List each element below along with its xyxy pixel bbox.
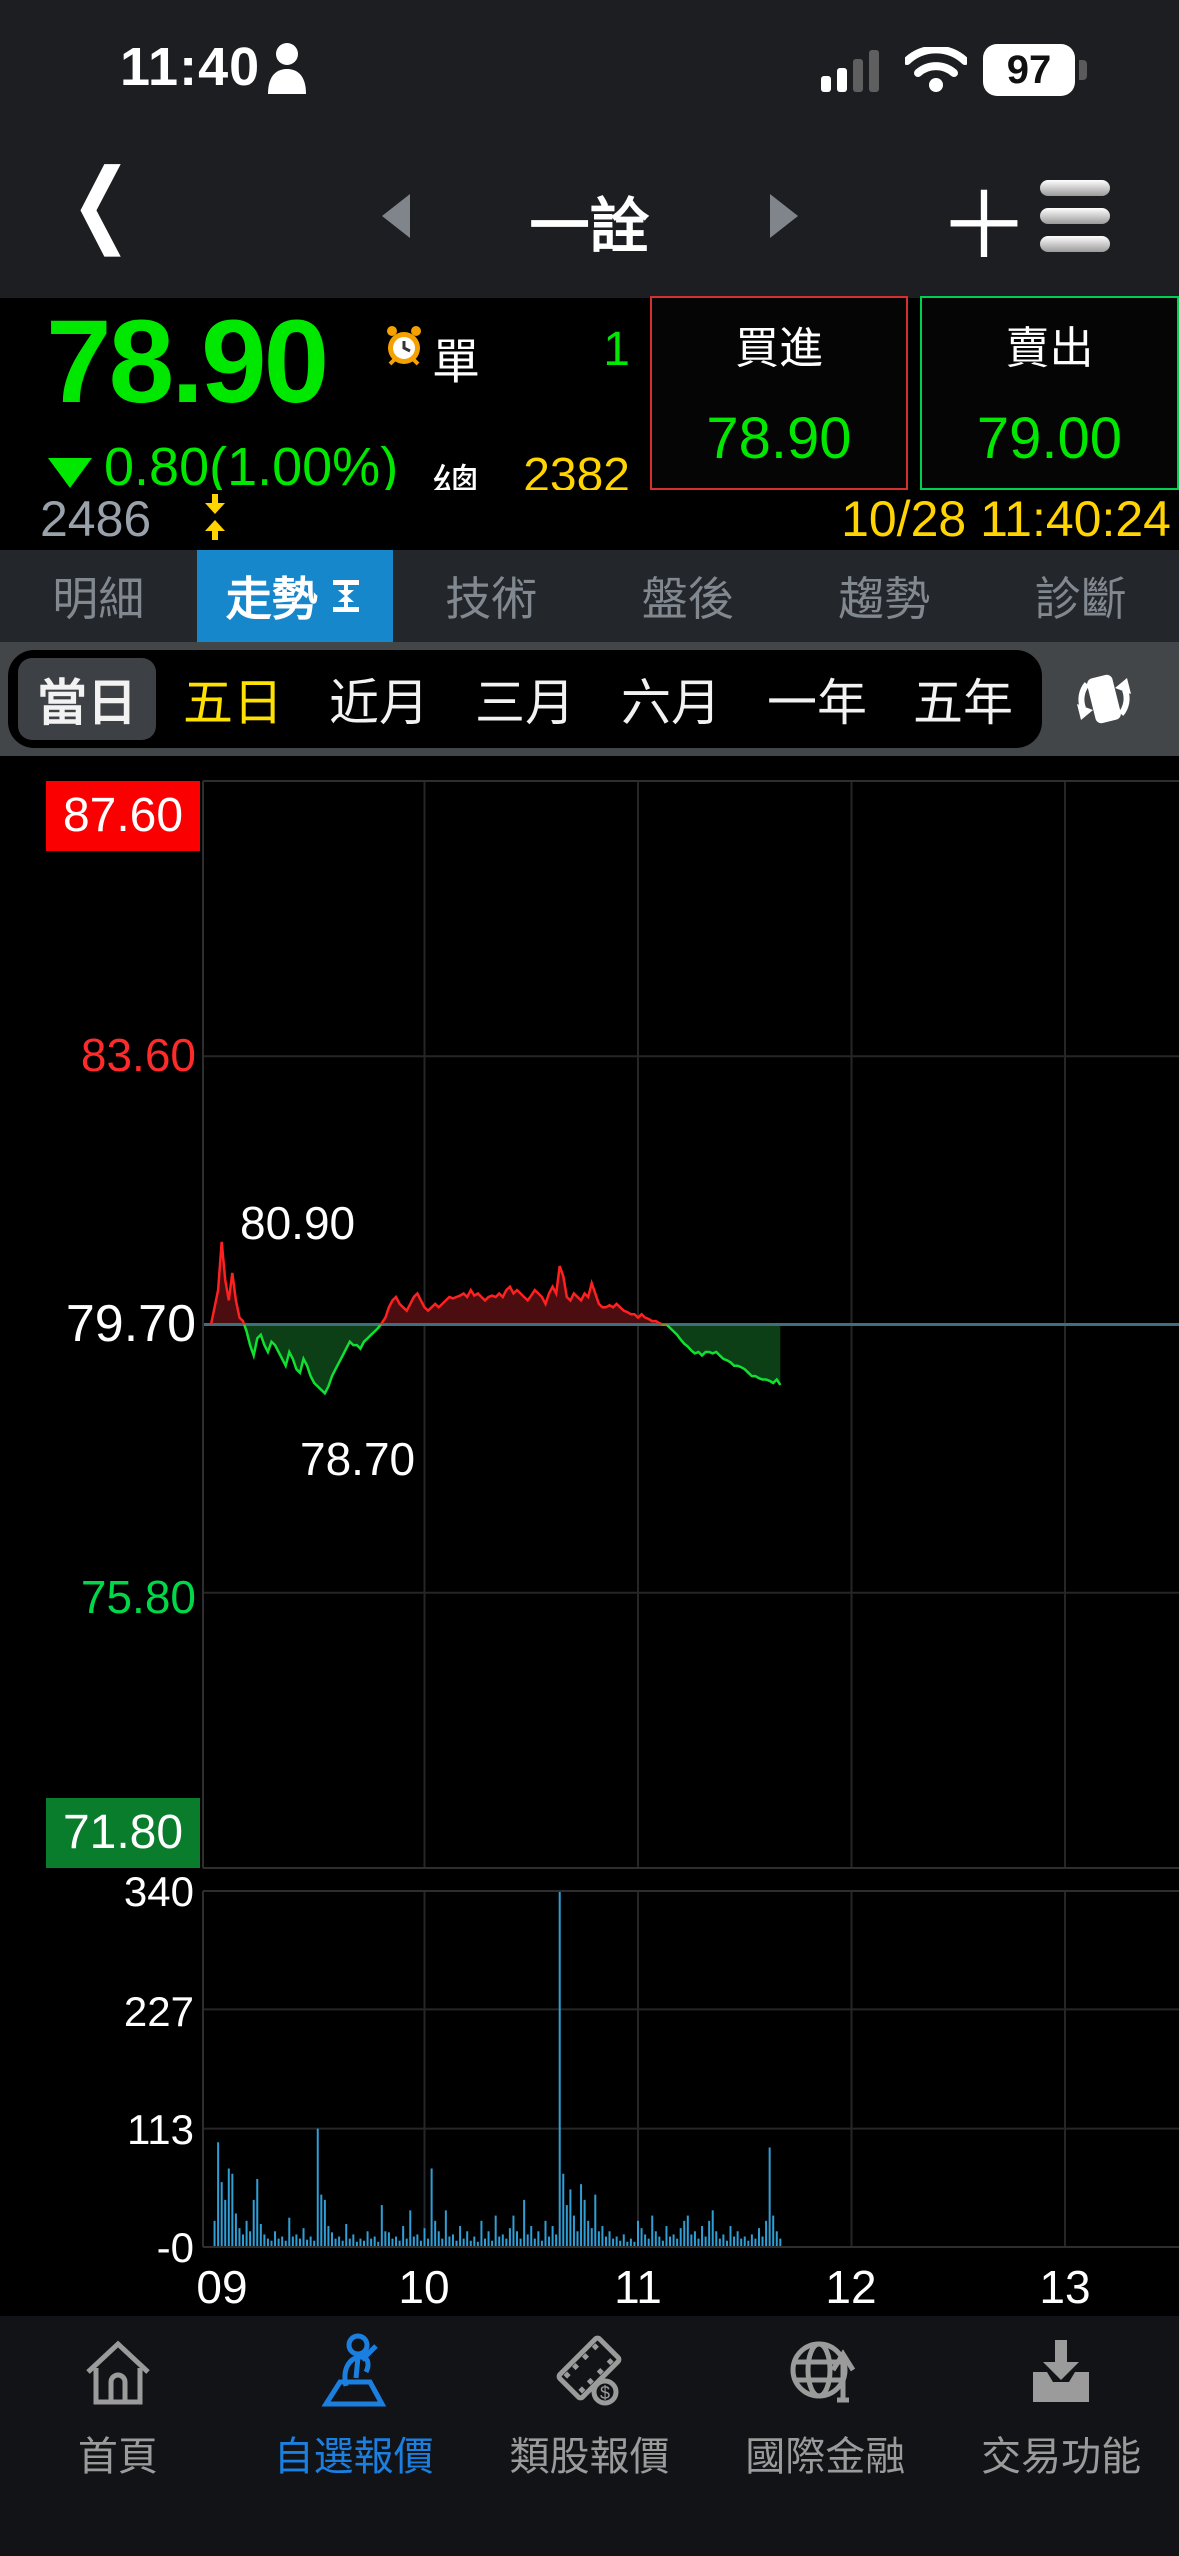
battery-nub — [1079, 60, 1087, 80]
high-annotation: 80.90 — [240, 1197, 356, 1249]
back-button[interactable]: ❮ — [70, 150, 133, 255]
alarm-clock-icon[interactable] — [382, 324, 426, 373]
period-pill: 當日 五日 近月 三月 六月 一年 五年 — [8, 650, 1042, 748]
intraday-chart[interactable]: 87.60 83.60 79.70 75.80 71.80 80.90 78.7… — [0, 756, 1179, 2316]
tab-tendency[interactable]: 趨勢 — [838, 573, 931, 625]
single-lot-value: 1 — [603, 323, 630, 376]
status-right-cluster: 97 — [821, 44, 1087, 96]
buy-button[interactable]: 買進 78.90 — [650, 296, 908, 490]
tab-details[interactable]: 明細 — [52, 573, 145, 625]
quote-timestamp: 10/28 11:40:24 — [841, 491, 1171, 547]
price-change: 0.80(1.00%) — [104, 437, 399, 497]
period-month[interactable]: 近月 — [329, 675, 429, 731]
period-5day[interactable]: 五日 — [183, 675, 283, 731]
period-5year[interactable]: 五年 — [913, 675, 1013, 731]
period-1year[interactable]: 一年 — [767, 675, 867, 731]
last-price: 78.90 — [46, 296, 329, 428]
limit-up-label: 87.60 — [46, 781, 200, 851]
vol-tick-340: 340 — [123, 1868, 194, 1915]
film-money-icon: $ — [557, 2335, 622, 2406]
presenter-icon — [321, 2333, 386, 2407]
nav-watchlist-quotes[interactable]: 自選報價 — [236, 2316, 472, 2556]
period-bar: 當日 五日 近月 三月 六月 一年 五年 — [0, 642, 1179, 756]
xtick-13: 13 — [1039, 2261, 1091, 2313]
tab-afterhours[interactable]: 盤後 — [641, 573, 734, 625]
vol-tick-113: 113 — [127, 2106, 194, 2153]
ytick-upper: 83.60 — [80, 1029, 196, 1081]
rotate-screen-icon[interactable] — [1056, 654, 1152, 744]
vol-tick-0: -0 — [156, 2224, 194, 2271]
code-row: 2486 10/28 11:40:24 — [0, 490, 1179, 550]
limit-down-label: 71.80 — [46, 1798, 200, 1868]
ytick-lower: 75.80 — [80, 1571, 196, 1623]
cell-signal-icon — [821, 50, 879, 92]
tray-download-icon — [1033, 2340, 1090, 2402]
sell-button[interactable]: 賣出 79.00 — [920, 296, 1179, 490]
nav-home[interactable]: 首頁 — [0, 2316, 236, 2556]
prev-stock-icon[interactable] — [382, 194, 410, 238]
single-lot-label: 單 — [432, 336, 481, 389]
down-triangle-icon — [48, 458, 92, 488]
stock-code: 2486 — [40, 491, 152, 547]
add-button[interactable]: ＋ — [938, 176, 1031, 278]
sell-price: 79.00 — [976, 406, 1123, 471]
quote-panel: 78.90 0.80(1.00%) 單 1 總 2382 買進 78.90 賣出… — [0, 296, 1179, 515]
nav-international-finance[interactable]: 國際金融 — [707, 2316, 943, 2556]
xtick-11: 11 — [614, 2261, 662, 2313]
sell-label: 賣出 — [1005, 324, 1094, 373]
svg-text:$: $ — [600, 2383, 610, 2403]
person-icon — [264, 42, 310, 99]
status-bar: 11:40 97 — [0, 0, 1179, 130]
period-6month[interactable]: 六月 — [621, 675, 721, 731]
nav-trade-functions[interactable]: 交易功能 — [943, 2316, 1179, 2556]
collapse-icon — [332, 580, 359, 612]
xtick-10: 10 — [398, 2261, 450, 2313]
wifi-icon — [905, 47, 967, 92]
stock-title: 一詮 — [529, 193, 650, 260]
updown-arrows-icon[interactable] — [202, 494, 228, 545]
menu-icon[interactable] — [1040, 180, 1110, 264]
battery-icon: 97 — [983, 44, 1075, 96]
bottom-nav: 首頁 自選報價 $ 類股報價 — [0, 2316, 1179, 2556]
home-icon — [86, 2340, 150, 2405]
top-chrome: 11:40 97 ❮ — [0, 0, 1179, 298]
xtick-12: 12 — [825, 2261, 877, 2313]
period-3month[interactable]: 三月 — [475, 675, 575, 731]
tab-technical[interactable]: 技術 — [445, 573, 538, 625]
xtick-09: 09 — [196, 2261, 248, 2313]
chart-canvas — [202, 780, 1179, 2248]
next-stock-icon[interactable] — [770, 194, 798, 238]
ytick-ref: 79.70 — [65, 1295, 196, 1353]
tab-bar: 明細 走勢 技術 盤後 趨勢 診斷 — [0, 550, 1179, 642]
buy-price: 78.90 — [706, 406, 852, 471]
buy-label: 買進 — [735, 324, 823, 373]
vol-tick-227: 227 — [123, 1988, 194, 2035]
low-annotation: 78.70 — [300, 1433, 416, 1485]
nav-header: ❮ 一詮 ＋ — [0, 130, 1179, 298]
period-today[interactable]: 當日 — [18, 658, 156, 740]
status-time: 11:40 — [120, 37, 261, 97]
tab-diagnosis[interactable]: 診斷 — [1034, 573, 1127, 625]
globe-arrow-icon — [790, 2341, 856, 2403]
tab-trend-chart[interactable]: 走勢 — [196, 550, 393, 642]
nav-sector-quotes[interactable]: $ 類股報價 — [472, 2316, 708, 2556]
